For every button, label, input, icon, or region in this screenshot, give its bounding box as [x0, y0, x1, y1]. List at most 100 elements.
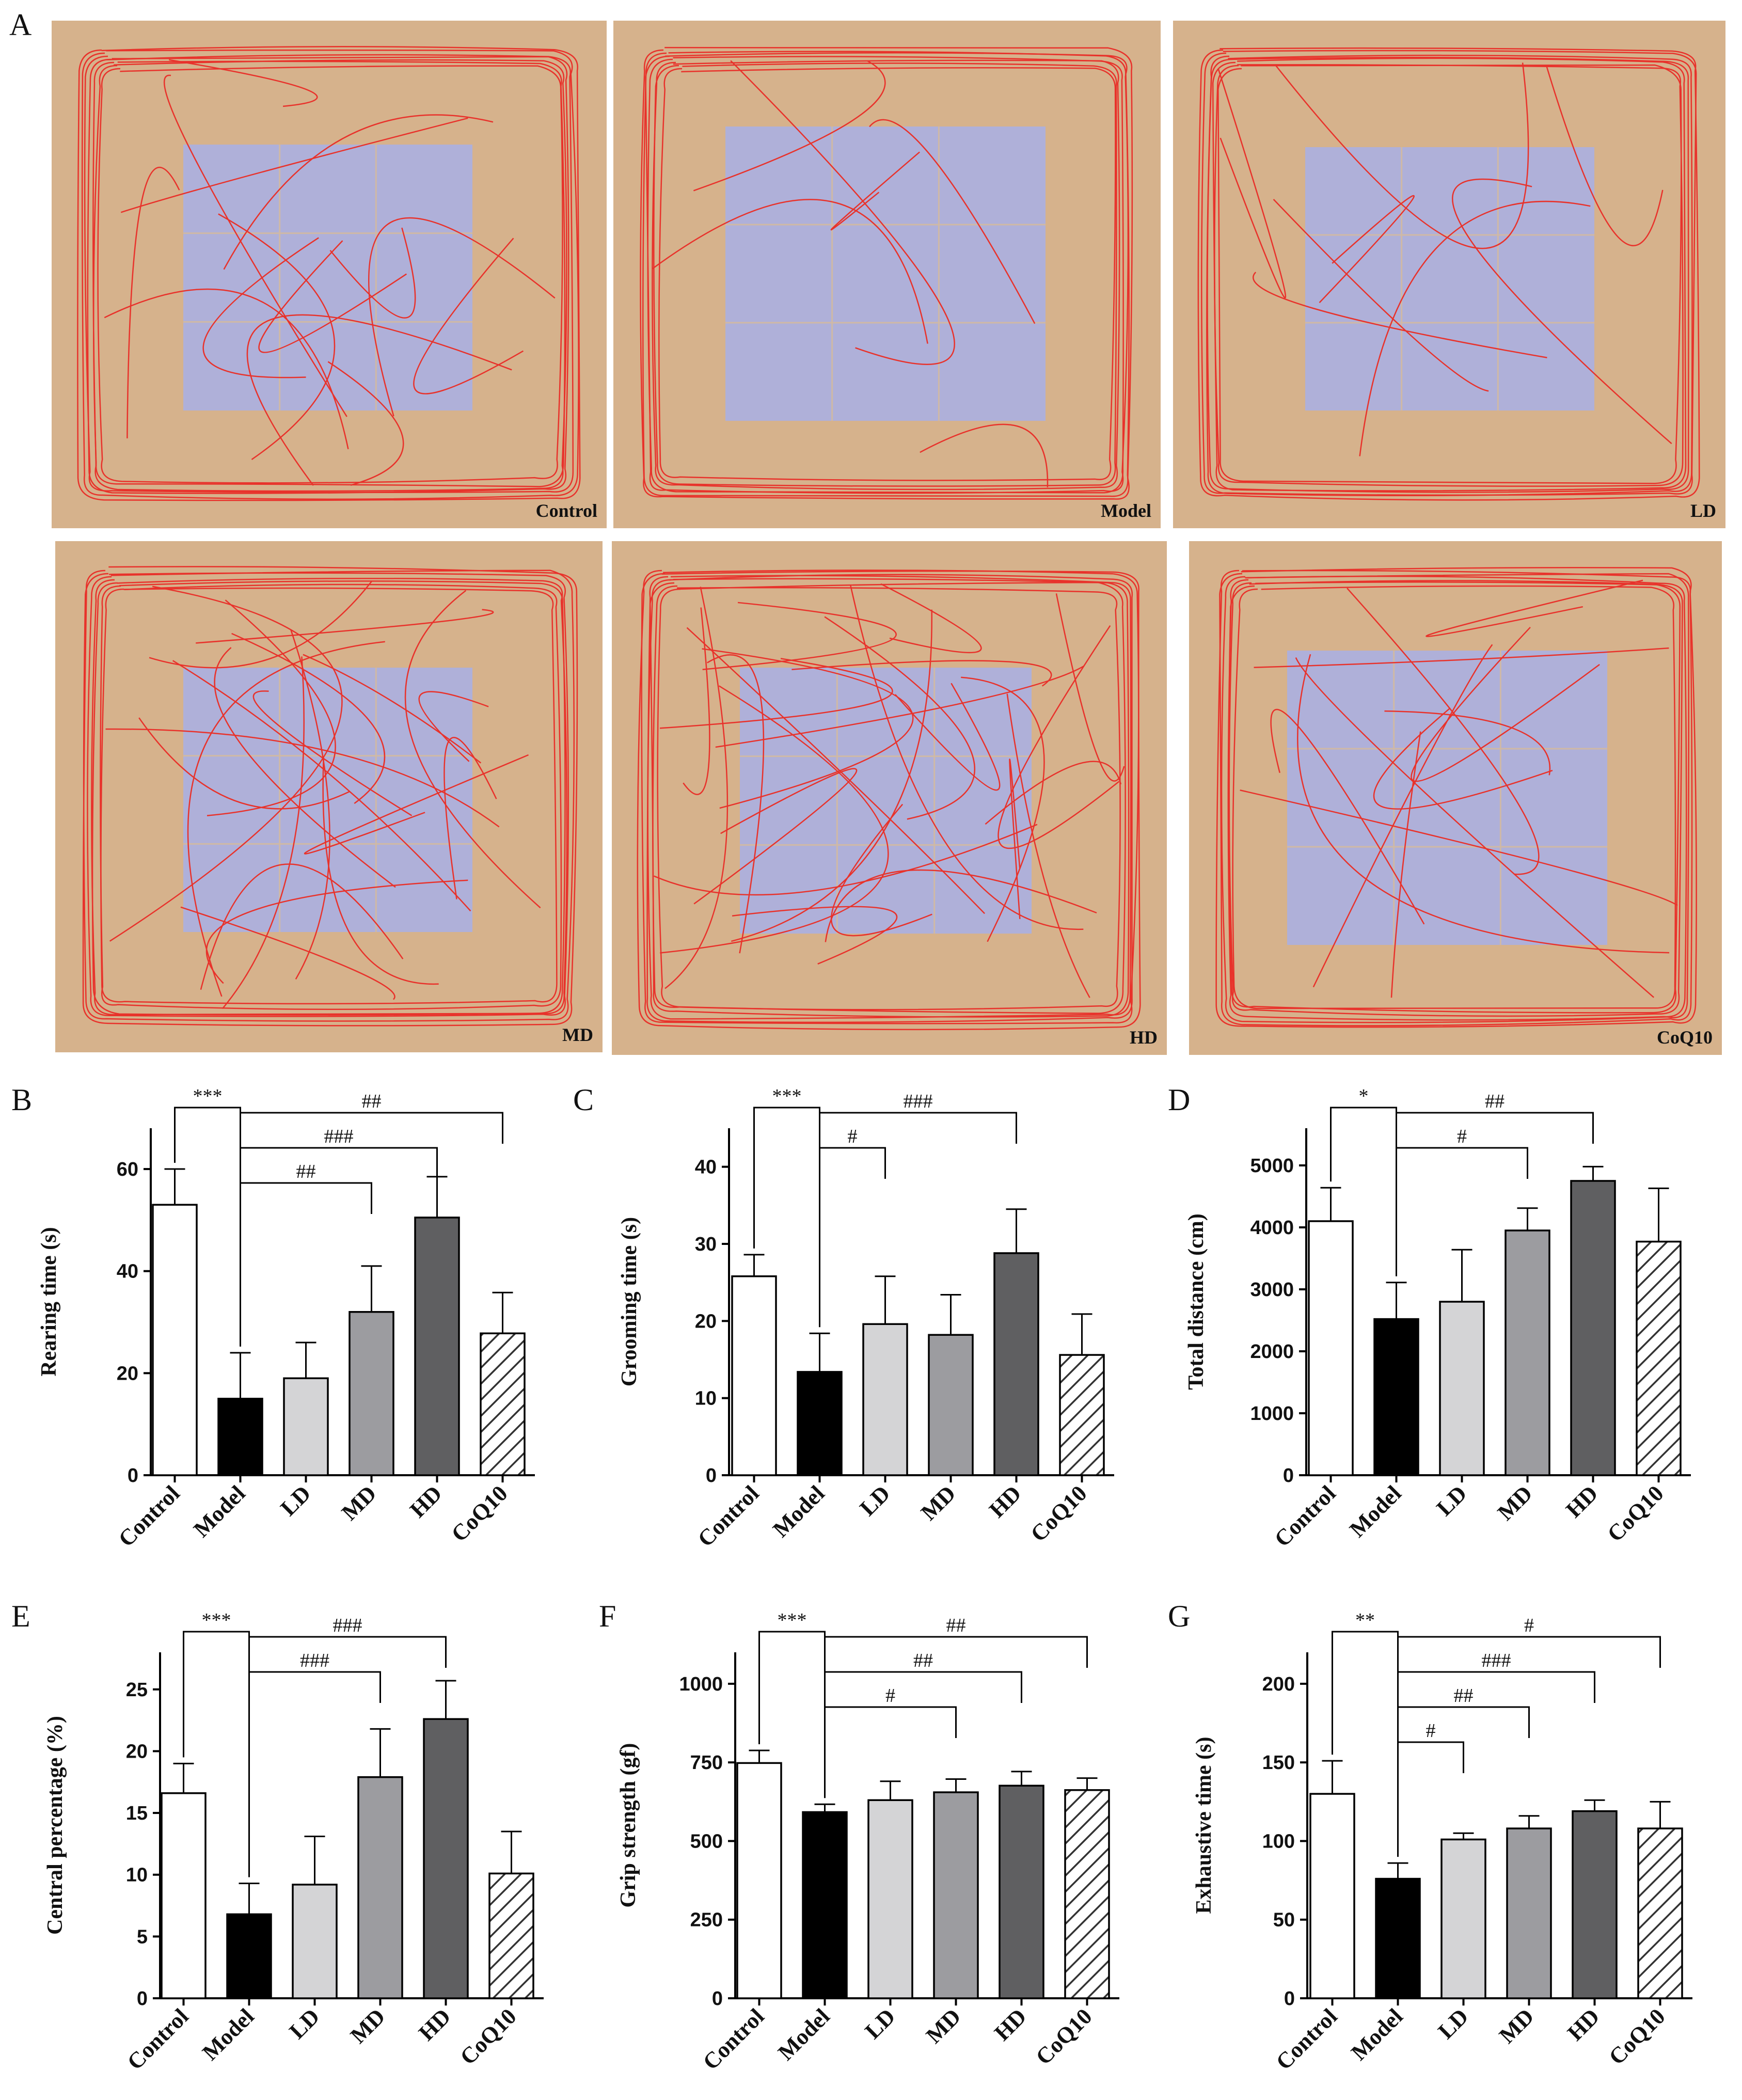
track-path — [1373, 707, 1553, 810]
significance-bracket: ** — [1332, 1609, 1399, 1857]
y-axis-label: Total distance (cm) — [1184, 1213, 1208, 1390]
y-tick-label: 40 — [695, 1157, 717, 1178]
arena-center-zone — [183, 145, 472, 410]
track-path — [368, 217, 556, 417]
bar-md — [928, 1334, 974, 1476]
y-tick-label: 2000 — [1250, 1341, 1294, 1363]
significance-bracket: # — [1398, 1615, 1661, 1668]
panel-letter-e: E — [11, 1599, 30, 1633]
bracket-line — [819, 1147, 886, 1179]
y-tick-label: 25 — [126, 1679, 148, 1701]
bar-ld — [283, 1377, 329, 1476]
bar-control — [1309, 1793, 1355, 1999]
bracket-line — [240, 1112, 503, 1144]
y-axis-label: Grip strength (gf) — [616, 1743, 640, 1908]
track-path — [652, 199, 928, 344]
arena-label: LD — [1690, 500, 1716, 521]
x-tick-label: Control — [122, 2003, 194, 2075]
track-path — [404, 590, 541, 909]
significance-label: ## — [913, 1650, 933, 1671]
y-tick-label: 20 — [117, 1363, 138, 1384]
track-path — [322, 757, 439, 985]
significance-bracket: *** — [183, 1609, 250, 1877]
track-path — [732, 906, 898, 965]
x-tick-label: CoQ10 — [1604, 2003, 1670, 2070]
track-path — [163, 74, 347, 417]
significance-label: # — [848, 1126, 858, 1147]
x-tick-label: LD — [284, 2003, 325, 2044]
arena-2: Model — [613, 21, 1161, 528]
bracket-line — [758, 1631, 826, 1798]
track-path — [97, 65, 563, 484]
track-path — [258, 240, 407, 353]
track-path — [1426, 579, 1643, 637]
significance-bracket: ### — [240, 1126, 438, 1179]
y-tick-label: 20 — [695, 1310, 717, 1332]
track-path — [693, 768, 858, 905]
x-tick-label: LD — [860, 2003, 900, 2044]
open-field-arenas: Control Model LD MD HD CoQ10 — [52, 21, 1725, 1055]
track-path — [1217, 64, 1682, 484]
panel-letter-g: G — [1168, 1599, 1190, 1633]
arena-label: Model — [1101, 500, 1151, 521]
track-path — [187, 641, 385, 997]
track-path — [1197, 47, 1700, 501]
bar-md — [1505, 1229, 1550, 1476]
track-path — [87, 572, 569, 1017]
significance-bracket: *** — [753, 1085, 820, 1328]
bar-ld — [292, 1884, 338, 1999]
track-path — [1273, 199, 1489, 392]
arena-5: HD — [612, 541, 1167, 1055]
x-tick-label: Model — [1346, 2003, 1407, 2065]
track-path — [81, 49, 579, 500]
track-path — [104, 288, 349, 450]
bar-coq10 — [1636, 1240, 1682, 1476]
arena-center-zone — [1305, 147, 1594, 410]
track-path — [329, 227, 416, 319]
y-tick-label: 1000 — [679, 1673, 723, 1695]
x-tick-label: Control — [114, 1480, 185, 1552]
y-tick-label: 5000 — [1250, 1155, 1294, 1177]
panel-letter-d: D — [1168, 1083, 1190, 1117]
track-path — [707, 654, 765, 954]
track-path — [652, 59, 1120, 491]
track-path — [246, 314, 512, 486]
y-axis-label: Exhaustive time (s) — [1192, 1737, 1216, 1914]
track-path — [1006, 693, 1090, 998]
significance-label: *** — [202, 1609, 231, 1631]
bar-control — [161, 1792, 207, 1999]
track-path — [304, 754, 529, 855]
y-tick-label: 500 — [690, 1830, 723, 1852]
y-tick-label: 0 — [1284, 1988, 1295, 2010]
significance-label: ## — [1454, 1685, 1474, 1707]
track-path — [657, 587, 1121, 1010]
track-path — [418, 691, 489, 762]
y-tick-label: 10 — [695, 1388, 717, 1410]
significance-bracket: ## — [825, 1650, 1022, 1703]
track-path — [920, 423, 1049, 487]
track-path — [120, 117, 468, 213]
significance-label: ### — [324, 1126, 354, 1147]
track-path — [1270, 709, 1425, 925]
bar-coq10 — [1059, 1354, 1105, 1476]
track-path — [660, 685, 889, 954]
bar-coq10 — [1637, 1827, 1683, 1999]
significance-label: ** — [1355, 1609, 1375, 1631]
x-tick-label: HD — [405, 1480, 447, 1522]
arena-3: LD — [1173, 21, 1725, 528]
y-axis-label: Grooming time (s) — [617, 1217, 641, 1386]
track-path — [683, 607, 710, 795]
significance-label: # — [1524, 1615, 1534, 1636]
chart-b: B 0 20 40 60 Rearing time (s) Control Model LD MD… — [11, 1083, 535, 1552]
x-tick-label: MD — [1494, 2003, 1539, 2048]
x-tick-label: CoQ10 — [1031, 2003, 1097, 2070]
track-path — [109, 586, 343, 942]
track-path — [1214, 64, 1684, 487]
significance-bracket: ## — [1396, 1091, 1594, 1144]
bar-md — [933, 1791, 979, 1999]
y-tick-label: 30 — [695, 1234, 717, 1255]
significance-label: *** — [778, 1609, 807, 1631]
bar-hd — [1570, 1180, 1616, 1476]
bar-hd — [423, 1718, 469, 1999]
significance-label: *** — [193, 1085, 223, 1107]
